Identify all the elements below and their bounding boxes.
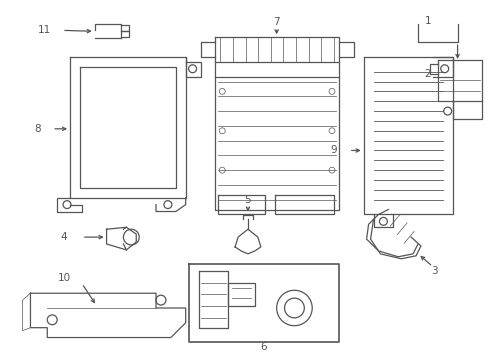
Text: 7: 7 bbox=[273, 18, 280, 27]
Text: 11: 11 bbox=[38, 25, 51, 35]
Text: 6: 6 bbox=[261, 342, 267, 352]
Text: 1: 1 bbox=[425, 15, 431, 26]
Text: 2: 2 bbox=[425, 69, 431, 79]
Text: 4: 4 bbox=[61, 232, 68, 242]
Text: 8: 8 bbox=[34, 124, 41, 134]
Text: 10: 10 bbox=[57, 274, 71, 283]
Text: 9: 9 bbox=[331, 145, 337, 156]
Text: 3: 3 bbox=[432, 266, 438, 276]
Text: 5: 5 bbox=[245, 195, 251, 205]
